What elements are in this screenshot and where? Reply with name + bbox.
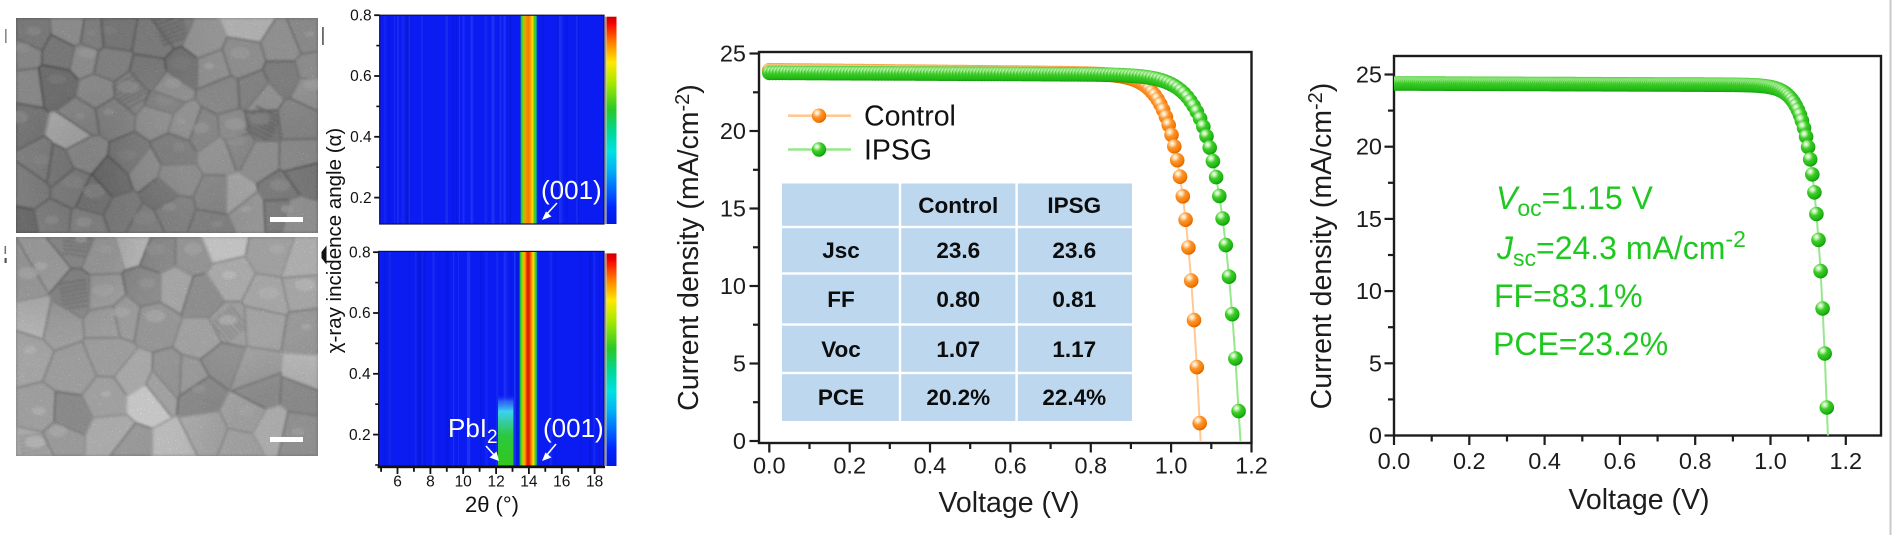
svg-text:PCE: PCE — [818, 385, 864, 410]
svg-text:Voltage (V): Voltage (V) — [1569, 484, 1710, 516]
svg-text:10: 10 — [1356, 278, 1382, 304]
svg-text:20: 20 — [1356, 134, 1382, 160]
svg-text:10: 10 — [720, 273, 746, 299]
svg-text:15: 15 — [1356, 206, 1382, 232]
svg-text:0.6: 0.6 — [1604, 448, 1637, 474]
svg-text:8: 8 — [426, 474, 435, 491]
svg-text:5: 5 — [733, 351, 746, 377]
svg-text:(001): (001) — [541, 175, 602, 205]
svg-text:Control: Control — [918, 193, 998, 218]
svg-text:Jsc: Jsc — [822, 238, 860, 263]
svg-text:Jsc=24.3 mA/cm-2: Jsc=24.3 mA/cm-2 — [1496, 226, 1746, 271]
svg-text:23.6: 23.6 — [936, 238, 980, 263]
svg-text:0.80: 0.80 — [936, 287, 980, 312]
svg-text:10: 10 — [455, 474, 473, 491]
svg-text:0: 0 — [1369, 423, 1382, 449]
svg-text:20.2%: 20.2% — [926, 385, 990, 410]
svg-text:0.81: 0.81 — [1052, 287, 1096, 312]
svg-text:1.0: 1.0 — [1155, 453, 1188, 479]
svg-text:1.2: 1.2 — [1829, 448, 1862, 474]
svg-text:Current density (mA/cm-2): Current density (mA/cm-2) — [672, 84, 705, 411]
svg-text:1.2: 1.2 — [1235, 453, 1268, 479]
svg-text:1.17: 1.17 — [1052, 337, 1096, 362]
svg-text:PCE=23.2%: PCE=23.2% — [1493, 326, 1668, 362]
svg-text:Voc: Voc — [821, 337, 861, 362]
svg-text:0.8: 0.8 — [349, 244, 371, 261]
svg-text:23.6: 23.6 — [1052, 238, 1096, 263]
svg-text:0.0: 0.0 — [753, 453, 786, 479]
svg-text:IPSG: IPSG — [1047, 193, 1101, 218]
svg-text:6: 6 — [393, 474, 402, 491]
svg-text:0.4: 0.4 — [914, 453, 947, 479]
svg-text:25: 25 — [1356, 62, 1382, 88]
svg-text:25: 25 — [720, 41, 746, 67]
svg-text:16: 16 — [553, 474, 570, 491]
svg-text:0.4: 0.4 — [1528, 448, 1561, 474]
svg-text:0: 0 — [733, 428, 746, 454]
svg-text:0.4: 0.4 — [349, 366, 371, 383]
svg-text:20: 20 — [720, 118, 746, 144]
svg-text:14: 14 — [520, 474, 538, 491]
svg-text:0.0: 0.0 — [1378, 448, 1411, 474]
svg-text:Voc=1.15 V: Voc=1.15 V — [1496, 180, 1654, 221]
svg-text:22.4%: 22.4% — [1042, 385, 1106, 410]
svg-text:0.6: 0.6 — [350, 68, 372, 85]
svg-text:12: 12 — [487, 474, 504, 491]
svg-text:0.8: 0.8 — [1679, 448, 1712, 474]
svg-text:5: 5 — [1369, 350, 1382, 376]
svg-text:0.6: 0.6 — [994, 453, 1027, 479]
svg-text:(001): (001) — [543, 413, 604, 443]
svg-text:0.2: 0.2 — [833, 453, 866, 479]
svg-text:18: 18 — [586, 474, 603, 491]
svg-text:0.2: 0.2 — [1453, 448, 1486, 474]
svg-text:IPSG: IPSG — [864, 134, 932, 166]
svg-text:0.2: 0.2 — [350, 190, 372, 207]
svg-text:0.8: 0.8 — [350, 7, 372, 24]
svg-text:FF: FF — [827, 287, 855, 312]
svg-text:Voltage (V): Voltage (V) — [939, 487, 1080, 519]
svg-text:χ-ray incidence angle (α): χ-ray incidence angle (α) — [323, 128, 346, 353]
svg-text:FF=83.1%: FF=83.1% — [1494, 278, 1643, 314]
svg-text:Current density (mA/cm-2): Current density (mA/cm-2) — [1305, 83, 1338, 410]
svg-text:Control: Control — [864, 101, 956, 133]
svg-text:1.0: 1.0 — [1754, 448, 1787, 474]
svg-text:0.4: 0.4 — [350, 129, 372, 146]
svg-text:1.07: 1.07 — [936, 337, 980, 362]
svg-text:0.2: 0.2 — [349, 427, 371, 444]
svg-text:2θ (°): 2θ (°) — [465, 492, 519, 517]
svg-text:15: 15 — [720, 196, 746, 222]
svg-text:0.8: 0.8 — [1074, 453, 1107, 479]
svg-text:0.6: 0.6 — [349, 305, 371, 322]
